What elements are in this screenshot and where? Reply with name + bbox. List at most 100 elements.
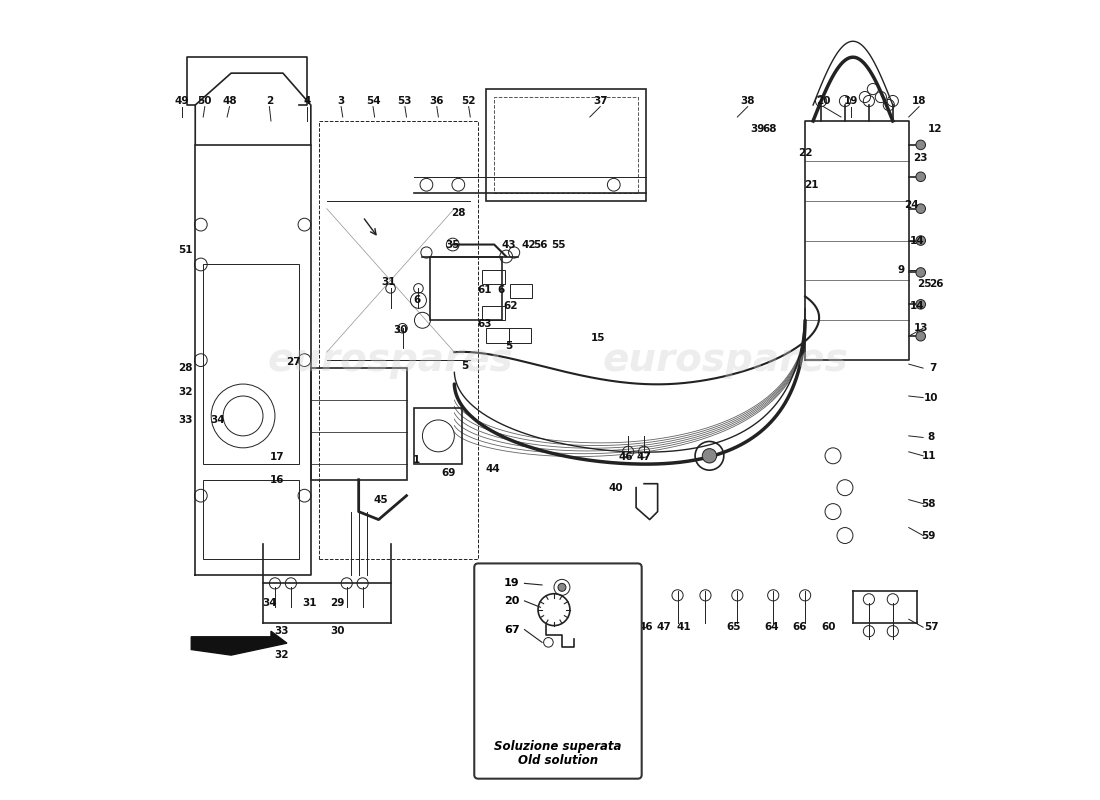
Bar [486,89,646,201]
Text: 52: 52 [461,96,476,106]
Text: 56: 56 [534,239,548,250]
Bar [486,328,508,342]
Text: 40: 40 [609,482,624,493]
Text: 26: 26 [930,279,944,290]
Text: 33: 33 [178,415,192,425]
Text: 23: 23 [913,154,928,163]
Text: 14: 14 [910,235,924,246]
Text: 61: 61 [477,285,492,295]
Text: 1: 1 [414,454,420,465]
Text: 12: 12 [927,124,943,134]
Text: 11: 11 [922,451,936,461]
Text: 20: 20 [504,596,519,606]
Text: 14: 14 [910,301,924,311]
Text: 35: 35 [446,239,460,250]
Text: 24: 24 [904,200,918,210]
Text: 60: 60 [822,622,836,632]
Text: 6: 6 [414,295,420,306]
Text: 5: 5 [505,341,513,350]
Text: 16: 16 [271,474,285,485]
Text: 46: 46 [638,622,653,632]
Text: 54: 54 [365,96,381,106]
Circle shape [702,449,716,463]
Text: 63: 63 [477,319,492,330]
Circle shape [916,140,925,150]
Text: 69: 69 [441,468,455,478]
Text: 45: 45 [374,494,388,505]
Text: 17: 17 [270,452,285,462]
FancyBboxPatch shape [474,563,641,778]
Bar [204,480,299,559]
Circle shape [916,172,925,182]
Bar [430,257,503,320]
Text: 9: 9 [898,265,904,275]
Text: 33: 33 [274,626,288,636]
Circle shape [916,268,925,278]
Text: eurospares: eurospares [603,341,848,379]
Text: 41: 41 [676,622,691,632]
Text: eurospares: eurospares [267,341,514,379]
Text: 47: 47 [637,452,651,462]
Text: 19: 19 [844,96,858,106]
Polygon shape [191,631,287,655]
Text: 32: 32 [178,387,192,397]
Text: 55: 55 [551,239,565,250]
Text: 29: 29 [330,598,344,608]
Text: 3: 3 [338,96,344,106]
Text: 67: 67 [504,625,519,634]
Text: 8: 8 [927,433,935,442]
Text: 30: 30 [394,325,408,335]
Text: 66: 66 [792,622,806,632]
Text: 36: 36 [429,96,444,106]
Text: 28: 28 [178,363,192,373]
Text: 7: 7 [930,363,936,373]
Text: 15: 15 [591,333,605,343]
Text: 59: 59 [922,530,936,541]
Text: 6: 6 [497,285,504,295]
Text: 49: 49 [175,96,189,106]
Text: 13: 13 [914,323,928,334]
Text: 65: 65 [726,622,740,632]
Text: 28: 28 [451,208,465,218]
Text: 30: 30 [330,626,344,636]
Text: 38: 38 [740,96,755,106]
Text: 57: 57 [924,622,938,632]
Circle shape [558,583,565,591]
Bar [510,284,532,298]
Bar [482,306,505,320]
Text: 51: 51 [178,245,192,255]
Text: 22: 22 [798,148,813,158]
Bar [204,265,299,464]
Text: 18: 18 [912,96,926,106]
Bar [508,328,531,342]
Text: 20: 20 [816,96,831,106]
Bar [415,408,462,464]
Text: 19: 19 [504,578,519,587]
Circle shape [916,331,925,341]
Bar [494,97,638,193]
Text: 31: 31 [302,598,317,608]
Circle shape [916,299,925,309]
Text: 21: 21 [804,180,818,190]
Text: 43: 43 [502,239,516,250]
Text: 39: 39 [750,124,764,134]
Text: 4: 4 [304,96,310,106]
Text: 58: 58 [922,498,936,509]
Text: 2: 2 [266,96,273,106]
Text: 34: 34 [210,415,224,425]
Text: Soluzione superata: Soluzione superata [494,740,622,754]
Circle shape [916,236,925,246]
Text: 34: 34 [262,598,277,608]
Text: 10: 10 [924,393,938,402]
Bar [311,368,407,480]
Text: 31: 31 [382,277,396,287]
Text: 32: 32 [274,650,288,660]
Text: 53: 53 [398,96,412,106]
Text: 42: 42 [522,239,537,250]
Text: Old solution: Old solution [518,754,598,767]
Text: 68: 68 [762,124,777,134]
Text: 46: 46 [618,452,632,462]
Bar [482,270,505,285]
Text: 37: 37 [593,96,607,106]
Text: 44: 44 [485,464,501,474]
